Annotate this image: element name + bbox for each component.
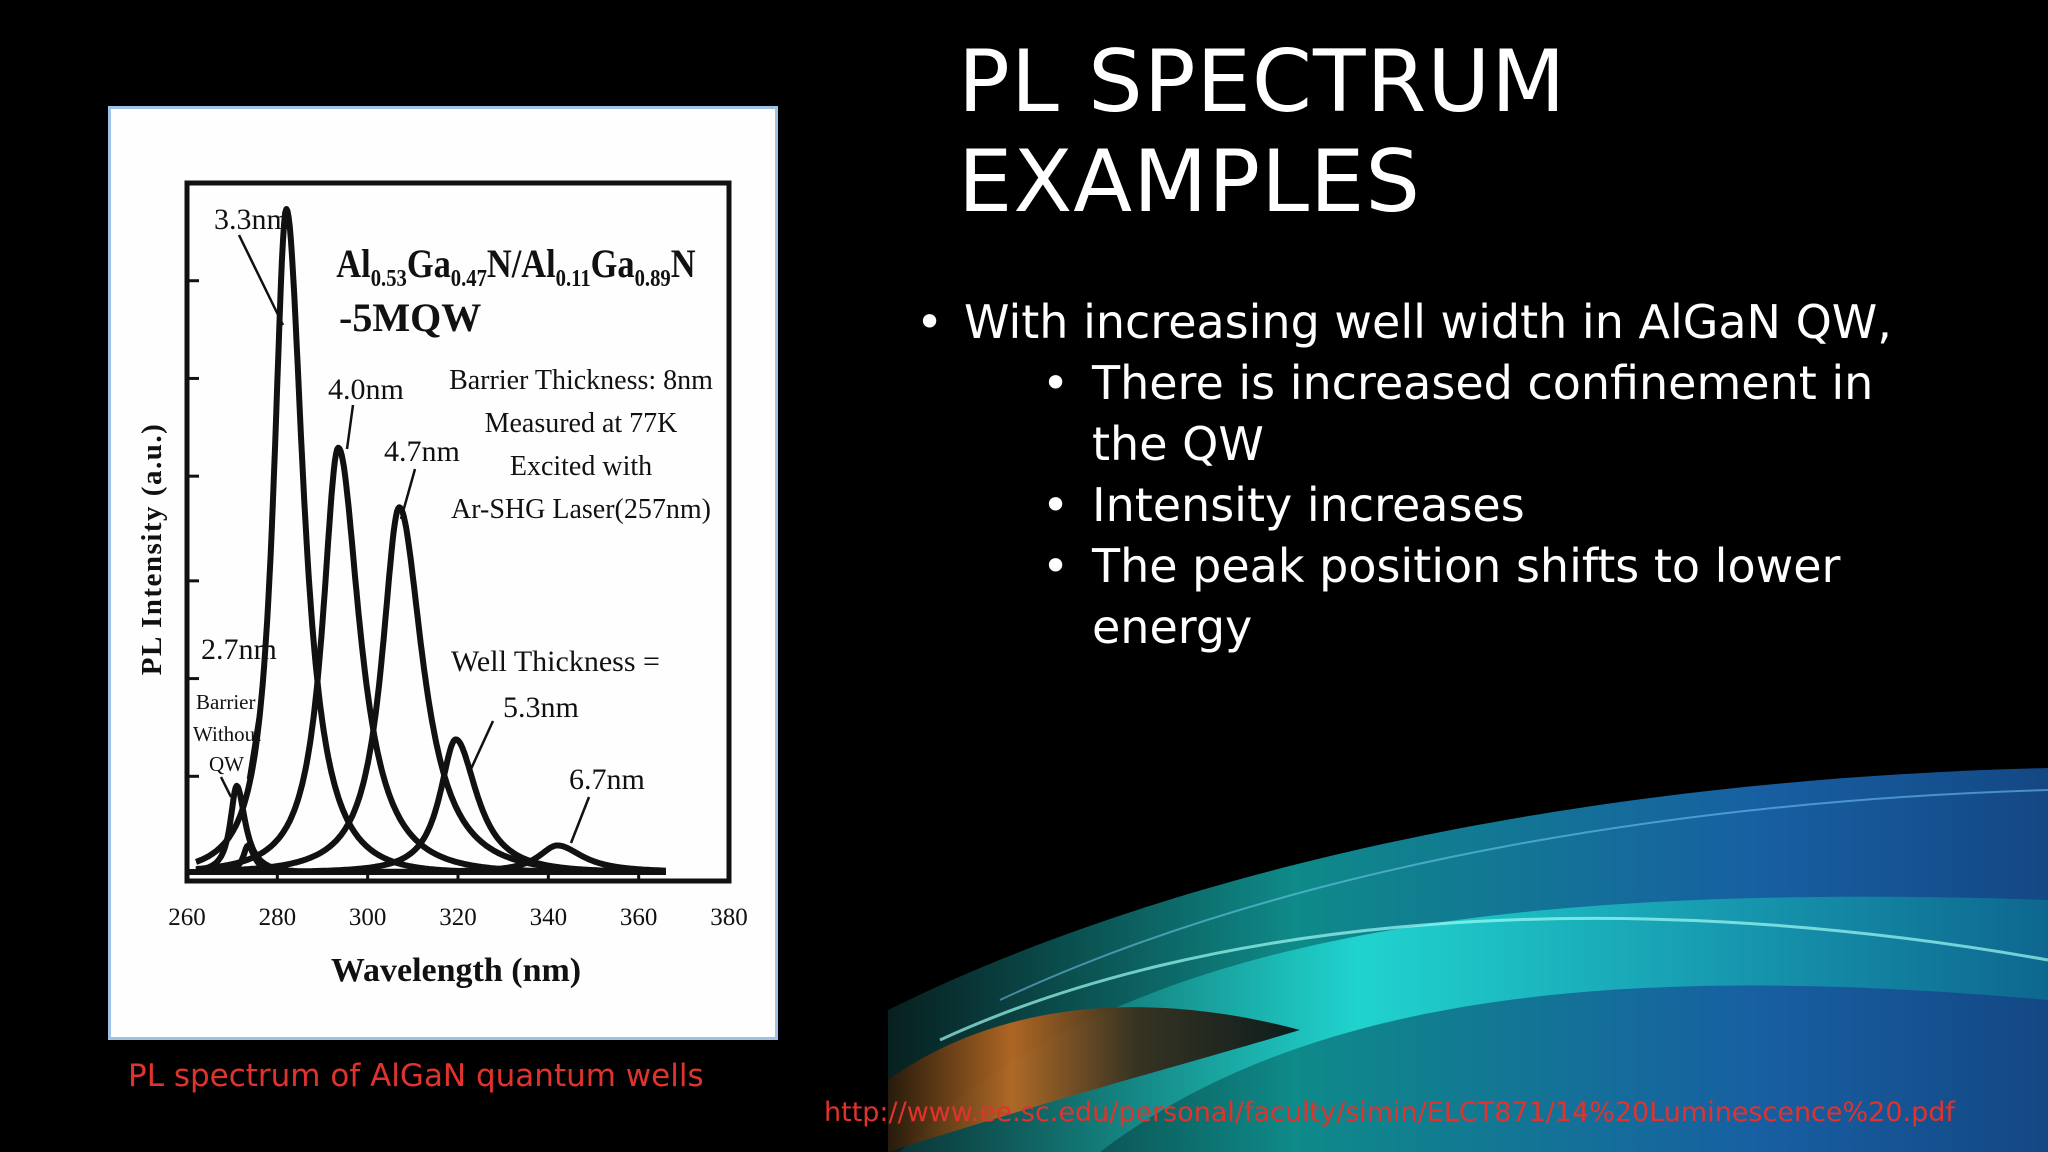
y-axis-ticks xyxy=(187,279,199,778)
leader-barrier xyxy=(219,776,233,798)
spectrum-curves xyxy=(187,206,668,875)
x-tick-label: 380 xyxy=(710,904,748,931)
slide-title: PL SPECTRUM EXAMPLES xyxy=(958,32,1858,232)
leader-4-7nm xyxy=(399,468,417,520)
x-tick-label: 360 xyxy=(620,904,658,931)
leader-5-3nm xyxy=(469,720,495,770)
leader-4-0nm xyxy=(345,404,355,450)
sub-bullet-item: The peak position shifts to lower energy xyxy=(964,536,1912,658)
sub-bullet-item: There is increased confinement in the QW xyxy=(964,353,1912,475)
bullet-item: With increasing well width in AlGaN QW, … xyxy=(912,292,1912,658)
leader-6-7nm xyxy=(569,796,591,844)
condition-laser: Ar-SHG Laser(257nm) xyxy=(451,494,711,525)
condition-temperature: Measured at 77K xyxy=(485,408,678,439)
pl-spectrum-chart: 260 280 300 320 340 360 380 Wavelength (nm) PL… xyxy=(136,180,748,989)
x-tick-label: 320 xyxy=(439,904,477,931)
slide-title-line1: PL SPECTRUM xyxy=(958,32,1567,132)
bullet-text-well-width: With increasing well width in AlGaN QW, xyxy=(964,295,1892,349)
x-tick-labels: 260 280 300 320 340 360 380 xyxy=(168,904,748,931)
x-tick-label: 280 xyxy=(259,904,297,931)
x-axis-label: Wavelength (nm) xyxy=(331,952,581,989)
barrier-label: Barrier Without QW xyxy=(193,690,261,776)
barrier-label-line3: QW xyxy=(209,752,244,776)
x-tick-label: 300 xyxy=(349,904,387,931)
sub-bullet-item: Intensity increases xyxy=(964,475,1912,536)
source-link[interactable]: http://www.ee.sc.edu/personal/faculty/si… xyxy=(824,1097,1955,1128)
slide-title-line2: EXAMPLES xyxy=(958,132,1421,232)
x-tick-label: 260 xyxy=(168,904,206,931)
figure-caption: PL spectrum of AlGaN quantum wells xyxy=(128,1058,704,1094)
wave-highlight-2 xyxy=(999,789,2048,1001)
label-3-3nm: 3.3nm xyxy=(214,203,290,236)
bullet-list: With increasing well width in AlGaN QW, … xyxy=(912,292,1912,658)
peak-labels: 3.3nm 4.0nm 4.7nm 2.7nm Well Thickness =… xyxy=(201,203,660,796)
y-axis-label: PL Intensity (a.u.) xyxy=(136,423,168,675)
leader-2-7nm xyxy=(246,664,268,780)
composition-label: Al0.53Ga0.47N/Al0.11Ga0.89N xyxy=(336,243,695,292)
figure-frame: 260 280 300 320 340 360 380 Wavelength (nm) PL… xyxy=(108,106,778,1040)
label-5-3nm: 5.3nm xyxy=(503,691,579,724)
barrier-label-line1: Barrier xyxy=(196,690,255,714)
wave-highlight xyxy=(939,916,2048,1042)
conditions-block: Barrier Thickness: 8nm Measured at 77K E… xyxy=(449,365,713,525)
wave-band-teal xyxy=(900,896,2048,1152)
mqw-label: -5MQW xyxy=(339,295,481,340)
wave-band-orange xyxy=(888,1007,1300,1152)
label-6-7nm: 6.7nm xyxy=(569,763,645,796)
condition-barrier: Barrier Thickness: 8nm xyxy=(449,365,713,396)
sub-bullet-list: There is increased confinement in the QW… xyxy=(964,353,1912,658)
label-4-7nm: 4.7nm xyxy=(384,435,460,468)
label-well-thickness: Well Thickness = xyxy=(451,645,660,678)
label-2-7nm: 2.7nm xyxy=(201,633,277,666)
leader-lines xyxy=(219,234,591,844)
barrier-label-line2: Without xyxy=(193,722,261,746)
leader-3-3nm xyxy=(237,234,285,326)
x-tick-label: 340 xyxy=(530,904,568,931)
condition-excited: Excited with xyxy=(510,451,652,482)
label-4-0nm: 4.0nm xyxy=(328,373,404,406)
